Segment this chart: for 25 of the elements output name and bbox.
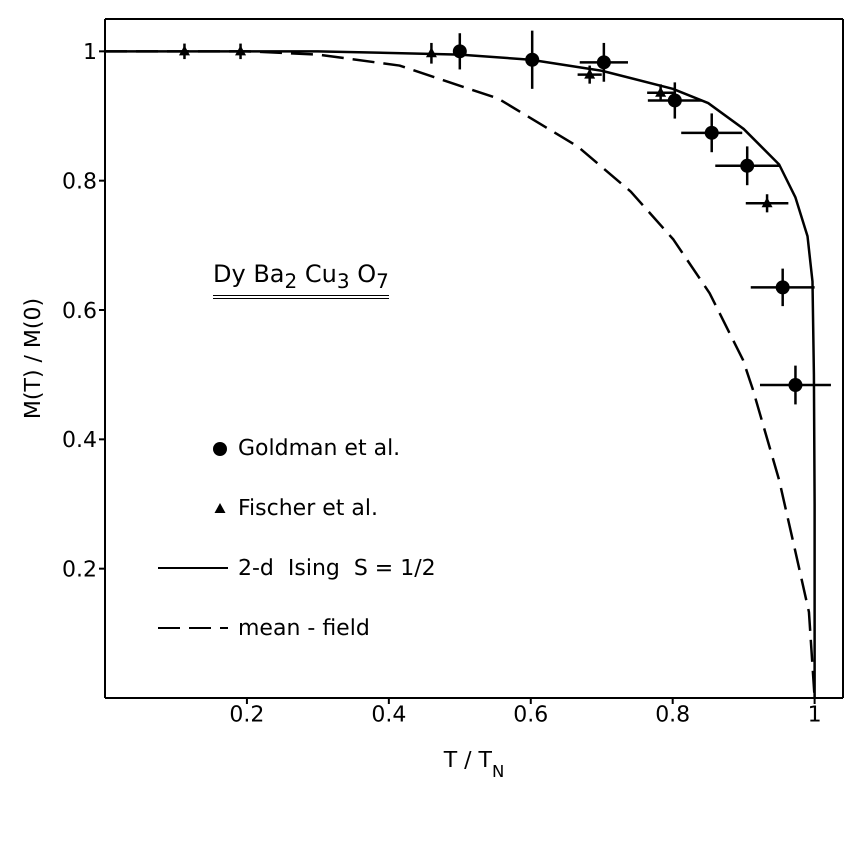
legend-label: Goldman et al. xyxy=(238,436,400,460)
x-tick-label: 0.6 xyxy=(513,702,548,728)
y-tick-label: 0.6 xyxy=(62,298,97,324)
point xyxy=(525,52,540,67)
point xyxy=(596,55,611,70)
x-tick-label: 0.2 xyxy=(229,702,264,728)
y-tick-label: 0.4 xyxy=(62,428,97,454)
legend-label: 2-d Ising S = 1/2 xyxy=(238,556,436,580)
legend-label: Fischer et al. xyxy=(238,496,378,520)
point xyxy=(452,44,467,58)
legend-label: mean - field xyxy=(238,616,370,640)
point xyxy=(776,280,790,294)
point xyxy=(668,93,682,108)
y-tick-label: 1 xyxy=(83,40,97,66)
point xyxy=(740,158,754,173)
y-axis-title: M(T) / M(0) xyxy=(21,298,46,420)
annotation: Dy Ba$_{2}$ Cu$_{3}$ O$_{7}$ xyxy=(213,260,389,299)
x-tick-label: 0.8 xyxy=(655,702,690,728)
x-axis-title: T / T$_{N}$ xyxy=(442,748,504,780)
point xyxy=(704,126,719,140)
y-tick-label: 0.8 xyxy=(62,169,97,194)
point xyxy=(788,378,802,392)
y-tick-label: 0.2 xyxy=(62,557,97,582)
x-tick-label: 0.4 xyxy=(371,702,406,728)
x-tick-label: 1 xyxy=(808,702,822,728)
